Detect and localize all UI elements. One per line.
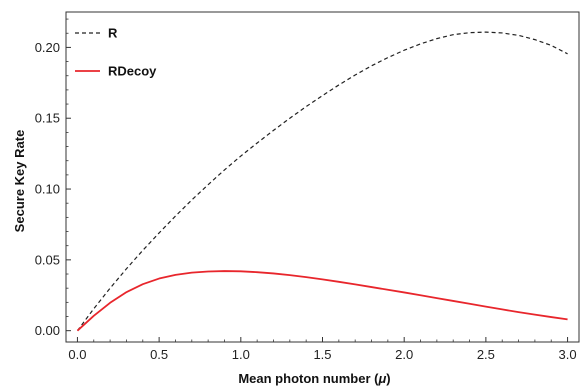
y-axis-title: Secure Key Rate — [12, 130, 27, 233]
series-line-r — [76, 31, 568, 332]
legend-label-r: R — [108, 26, 118, 41]
y-tick-label: 0.10 — [35, 182, 60, 197]
y-tick-label: 0.20 — [35, 40, 60, 55]
x-tick-label: 2.0 — [395, 347, 413, 362]
x-tick-label: 3.0 — [559, 347, 577, 362]
tick-layer: 0.0 0.5 1.0 1.5 2.0 2.5 3.0 0.00 0.05 0.10 0.15 0.2… — [35, 18, 577, 362]
x-axis-title: Mean photon number (μ) — [238, 371, 390, 386]
x-tick-label: 0.0 — [68, 347, 86, 362]
legend: R RDecoy — [75, 26, 157, 79]
legend-label-rdecoy: RDecoy — [108, 64, 157, 79]
x-axis-title-close: ) — [386, 371, 390, 386]
x-axis-title-text: Mean photon number ( — [238, 371, 379, 386]
x-tick-label: 0.5 — [150, 347, 168, 362]
y-tick-label: 0.00 — [35, 323, 60, 338]
x-tick-label: 2.5 — [477, 347, 495, 362]
y-tick-label: 0.15 — [35, 111, 60, 126]
series-line-rdecoy — [76, 270, 568, 332]
x-tick-label: 1.0 — [232, 347, 250, 362]
y-tick-label: 0.05 — [35, 252, 60, 267]
series-layer — [76, 31, 568, 332]
x-tick-label: 1.5 — [313, 347, 331, 362]
x-axis-title-symbol: μ — [377, 371, 386, 386]
